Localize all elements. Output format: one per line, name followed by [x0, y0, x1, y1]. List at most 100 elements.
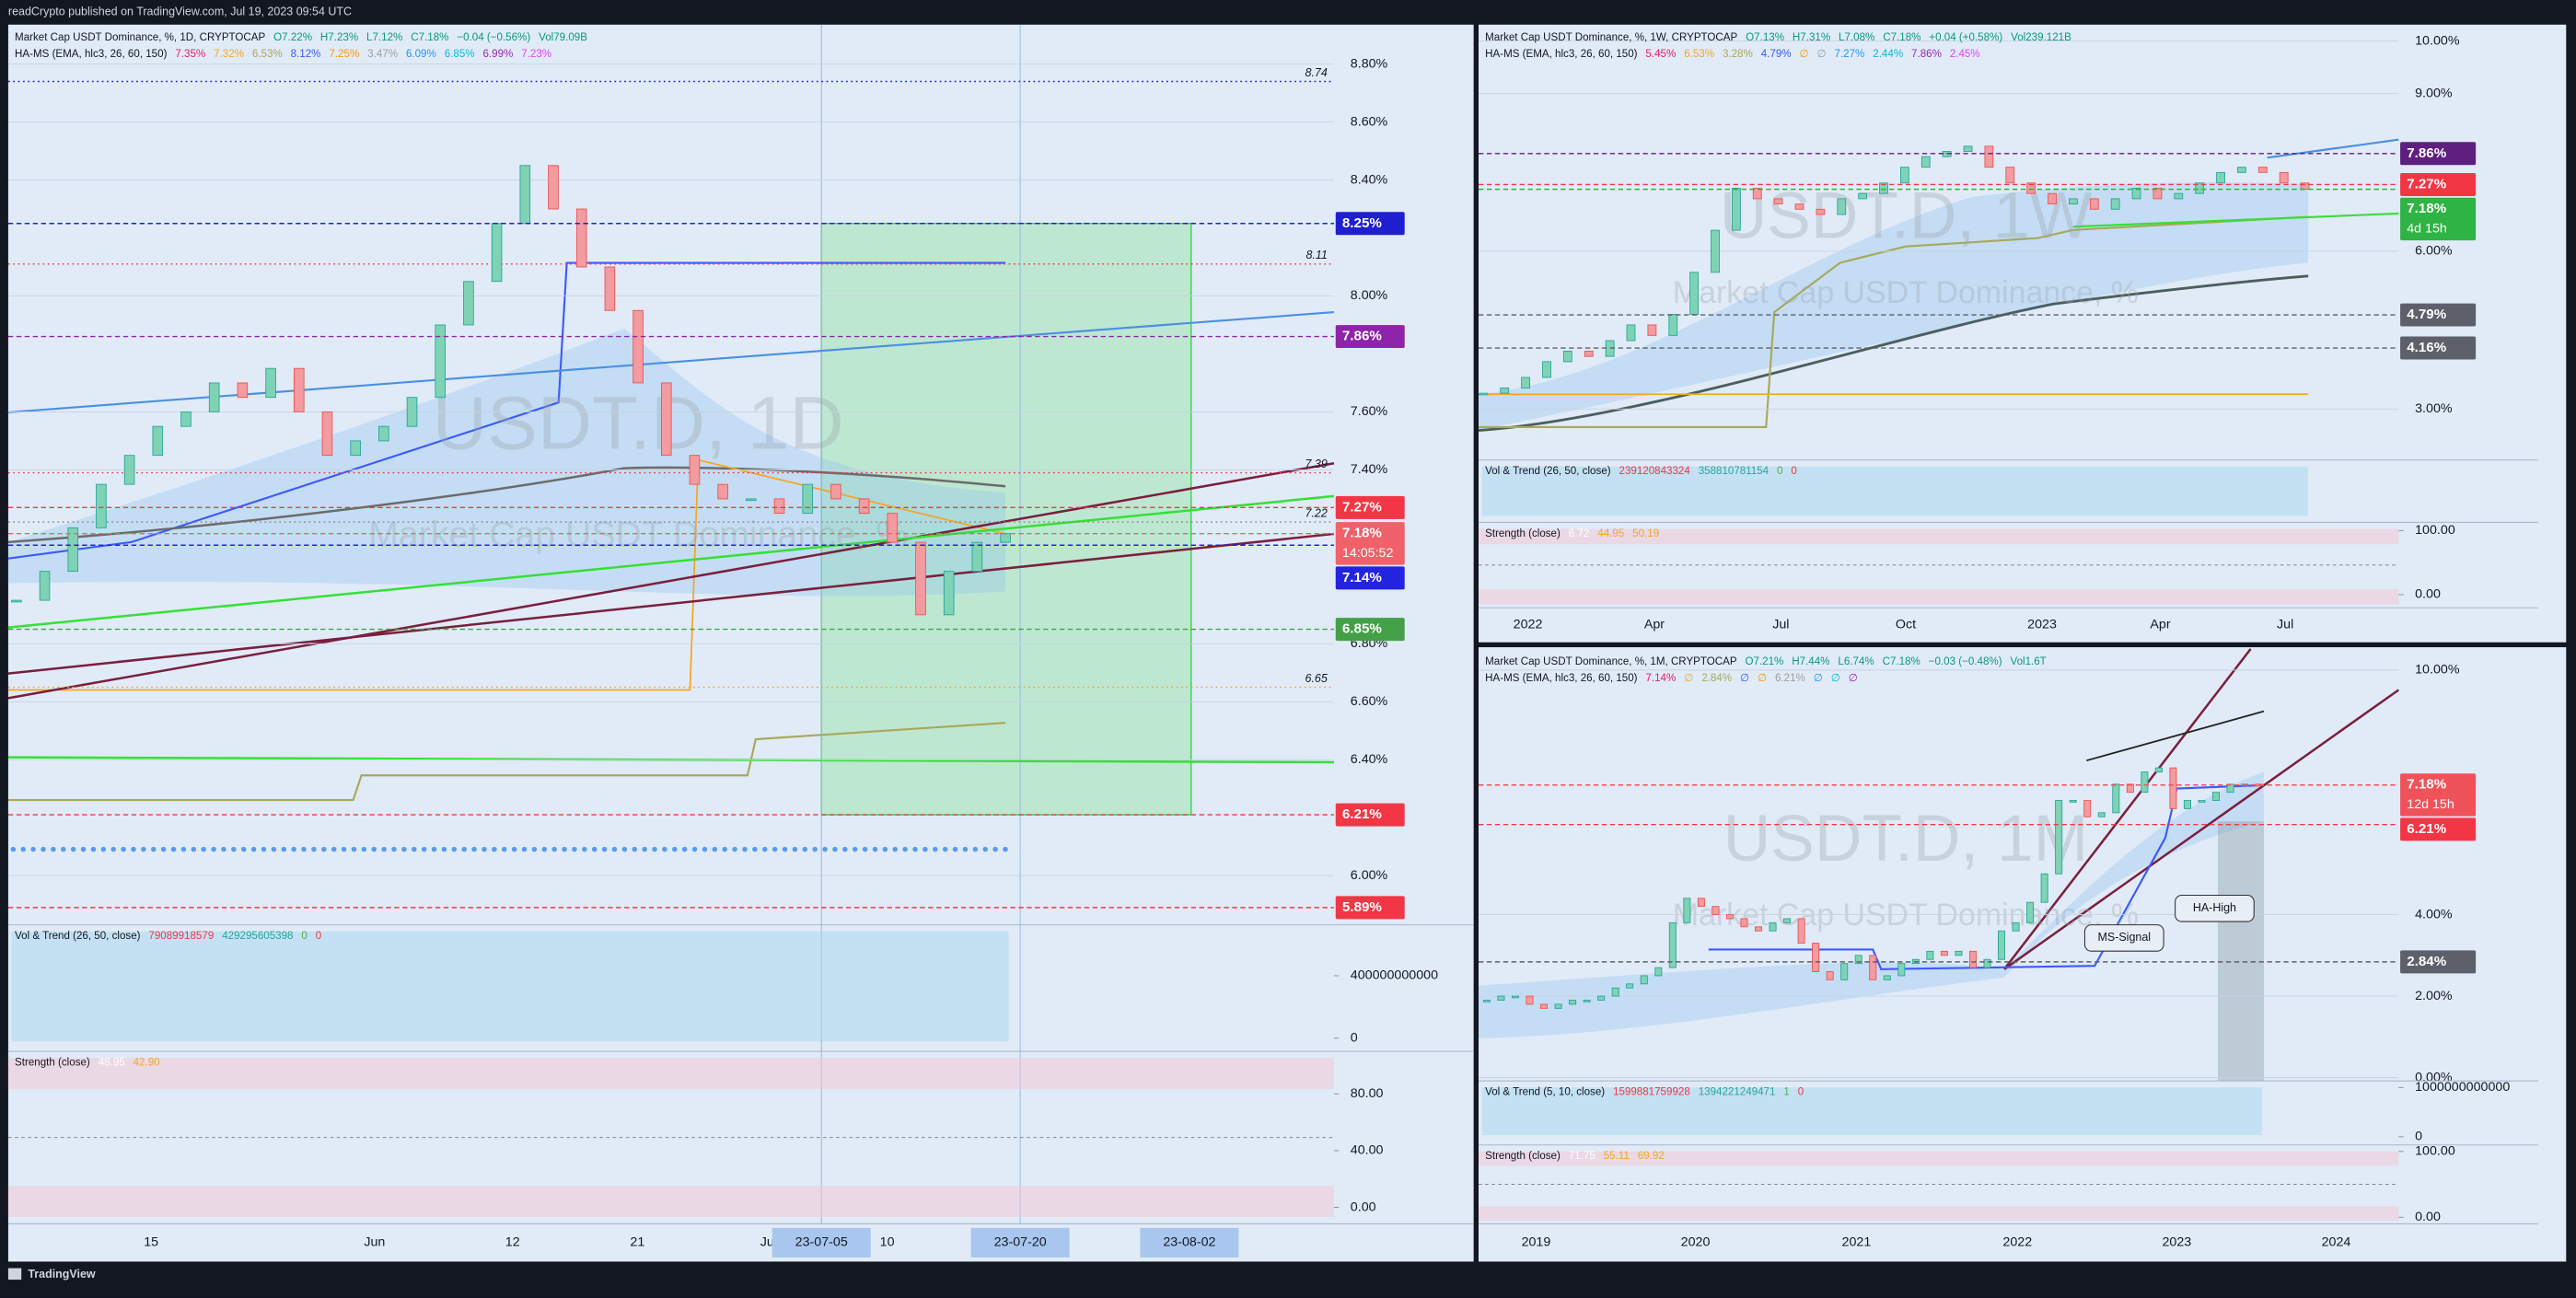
pane-legend: Vol & Trend (26, 50, close) 239120843324 3… — [1485, 466, 1797, 477]
candle — [2069, 198, 2078, 205]
indicator-value: 5.45% — [1645, 49, 1676, 60]
level-label: 7.22 — [1305, 506, 1328, 519]
price-tag-label: 7.86% — [1342, 329, 1382, 344]
candle — [1497, 995, 1505, 1001]
candle — [2152, 188, 2163, 200]
price-tag — [2400, 817, 2477, 841]
legend-ohlc: O7.21% — [1746, 656, 1784, 667]
candle — [1521, 377, 1531, 388]
candle — [1697, 898, 1705, 908]
candle — [2089, 198, 2099, 210]
candle — [1611, 987, 1619, 997]
strength-zone — [1478, 1151, 2399, 1166]
candle — [1511, 995, 1519, 999]
price-tag-label: 4.79% — [2407, 307, 2446, 322]
candle — [11, 599, 22, 603]
indicator-value: ∅ — [1831, 673, 1840, 684]
candle — [1783, 918, 1792, 923]
candle — [1998, 930, 2006, 960]
indicator-name: HA-MS (EMA, hlc3, 26, 60, 150) — [15, 49, 168, 60]
legend-title: Market Cap USDT Dominance, %, 1W, CRYPTO… — [1485, 32, 1737, 43]
pane-title: Strength (close) — [15, 1058, 90, 1069]
volume-band — [11, 931, 1009, 1042]
pane-legend: Strength (close) 71.75 55.11 69.92 — [1485, 1151, 1665, 1162]
legend-line: Market Cap USDT Dominance, %, 1W, CRYPTO… — [1485, 32, 2071, 43]
candle — [1569, 1000, 1577, 1005]
date-box — [970, 1227, 1070, 1257]
pane-value: 55.11 — [1604, 1151, 1630, 1162]
pane-title: Strength (close) — [1485, 528, 1561, 539]
candle — [1479, 392, 1489, 396]
pane-tick-label: 40.00 — [1351, 1143, 1384, 1158]
candle — [2097, 812, 2106, 817]
y-tick-label: 2.00% — [2415, 989, 2453, 1003]
legend-ohlc: −0.03 (−0.48%) — [1929, 656, 2002, 667]
pane-value: 6.72 — [1569, 528, 1590, 539]
candle — [1583, 1000, 1591, 1002]
ema-band — [1478, 771, 2264, 1038]
price-tag — [1335, 212, 1405, 236]
price-tag — [2400, 773, 2477, 817]
indicator-value: 2.44% — [1873, 49, 1903, 60]
pane-value: 1599881759928 — [1613, 1087, 1690, 1098]
candle — [321, 411, 333, 457]
signal-line — [7, 458, 1006, 691]
candle — [548, 165, 559, 210]
indicator-value: 7.86% — [1911, 49, 1942, 60]
annotation-box — [2175, 894, 2255, 922]
x-tick-label: 2022 — [1514, 618, 1543, 632]
ha-high-line — [7, 261, 1006, 560]
pane-tick-label: 0 — [2415, 1130, 2422, 1144]
y-tick-label: 6.00% — [1351, 868, 1388, 883]
indicator-value: 2.45% — [1950, 49, 1980, 60]
trend-line — [7, 461, 1335, 700]
pane-legend: Vol & Trend (5, 10, close) 1599881759928 1… — [1485, 1087, 1804, 1098]
annotation-label: MS-Signal — [2097, 931, 2151, 944]
candle — [1968, 950, 1977, 968]
indicator-value: 8.12% — [291, 49, 321, 60]
candle — [2174, 192, 2184, 200]
watermark: USDT.D, 1W — [1720, 179, 2093, 252]
strength-zone — [7, 1058, 1334, 1089]
legend-title: Market Cap USDT Dominance, %, 1D, CRYPTO… — [15, 32, 265, 43]
candle — [1794, 203, 1804, 210]
price-tag-countdown: 4d 15h — [2407, 221, 2447, 236]
annotation-box — [2083, 924, 2164, 952]
candle — [435, 324, 447, 399]
x-tick-label: 15 — [144, 1235, 158, 1250]
candle — [858, 498, 870, 515]
candle — [1526, 995, 1534, 1005]
price-tag — [1335, 325, 1405, 349]
y-tick-label: 8.60% — [1351, 114, 1388, 129]
indicator-name: HA-MS (EMA, hlc3, 26, 60, 150) — [1485, 49, 1638, 60]
candle — [1668, 314, 1678, 336]
y-tick-label: 8.00% — [1351, 288, 1388, 303]
indicator-value: 3.28% — [1723, 49, 1753, 60]
candle — [887, 513, 899, 543]
x-tick-label: Oct — [1896, 618, 1916, 632]
indicator-value: 7.14% — [1645, 673, 1676, 684]
candle — [152, 425, 164, 457]
pane-tick-label: 100.00 — [2415, 523, 2455, 538]
trail-line — [1478, 215, 2309, 429]
price-tag-label: 6.21% — [1342, 806, 1382, 822]
pane-value: 44.95 — [1597, 528, 1624, 539]
price-tag-countdown: 12d 15h — [2407, 797, 2454, 812]
x-tick-label: Ju — [760, 1235, 774, 1250]
candle — [2083, 800, 2092, 817]
price-tag-label: 7.86% — [2407, 145, 2446, 161]
candle — [1879, 182, 1888, 194]
pane-value: 79089918579 — [148, 931, 214, 942]
candle — [2216, 171, 2225, 184]
legend-ohlc: O7.22% — [273, 32, 312, 43]
date-box — [1140, 1227, 1239, 1257]
legend-title: Market Cap USDT Dominance, %, 1M, CRYPTO… — [1485, 656, 1737, 667]
candle — [2005, 167, 2015, 184]
y-tick-label: 6.00% — [2415, 244, 2453, 259]
price-tag — [1335, 618, 1405, 642]
date-box — [772, 1227, 871, 1257]
x-tick-label: 10 — [880, 1235, 895, 1250]
candle — [746, 498, 757, 502]
ema-band — [1478, 181, 2309, 431]
